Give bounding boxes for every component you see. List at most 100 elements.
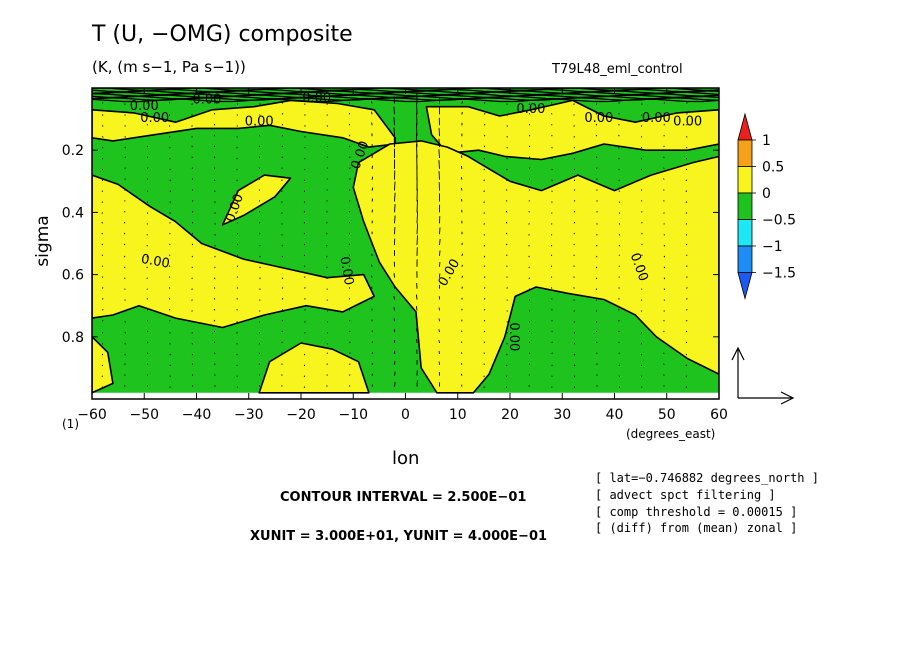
wind-vector xyxy=(213,298,216,300)
wind-vector xyxy=(146,178,149,180)
wind-vector xyxy=(236,331,238,334)
wind-vector xyxy=(303,201,306,203)
plot-area xyxy=(92,88,719,394)
upper-contour-line xyxy=(92,97,719,101)
wind-vector xyxy=(663,102,666,104)
wind-vector xyxy=(663,363,665,365)
wind-vector xyxy=(416,294,418,300)
note-latitude: [ lat=−0.746882 degrees_north ] xyxy=(595,471,819,485)
wind-vector xyxy=(483,123,486,126)
wind-vector xyxy=(281,190,283,193)
wind-vector xyxy=(528,167,531,170)
wind-vector xyxy=(259,288,261,290)
wind-vector xyxy=(169,375,171,378)
wind-vector xyxy=(663,341,665,344)
wind-vector xyxy=(146,277,148,280)
wind-vector xyxy=(573,287,575,289)
wind-vector xyxy=(191,385,194,387)
wind-vector xyxy=(663,266,666,269)
wind-vector xyxy=(303,375,306,378)
wind-vector xyxy=(573,265,575,268)
wind-vector xyxy=(258,342,261,345)
wind-vector xyxy=(146,330,149,333)
wind-vector xyxy=(663,352,665,355)
contour-label: 0.00 xyxy=(130,99,159,114)
wind-vector xyxy=(416,112,418,126)
wind-vector xyxy=(371,373,374,376)
wind-vector xyxy=(528,134,531,137)
wind-vector xyxy=(349,341,351,344)
wind-vector xyxy=(596,200,598,202)
wind-vector xyxy=(505,386,508,389)
contour-region-positive xyxy=(258,342,370,394)
wind-vector xyxy=(326,342,329,345)
wind-vector xyxy=(102,308,104,311)
wind-vector xyxy=(483,201,485,204)
wind-vector xyxy=(213,123,216,126)
wind-vector xyxy=(550,276,553,278)
contour-label: 0.00 xyxy=(302,91,331,106)
wind-vector xyxy=(573,276,575,278)
wind-vector xyxy=(506,136,508,138)
wind-vector xyxy=(326,310,329,312)
wind-vector xyxy=(686,265,688,267)
wind-vector xyxy=(483,287,486,289)
wind-vector xyxy=(281,112,284,115)
wind-vector xyxy=(640,331,643,334)
wind-vector xyxy=(304,136,306,138)
wind-vector xyxy=(618,134,620,137)
wind-vector xyxy=(146,190,149,193)
contour-label: 0.00 xyxy=(336,255,356,286)
wind-vector xyxy=(528,233,530,236)
wind-vector xyxy=(394,181,396,191)
wind-vector xyxy=(258,167,261,170)
contour-label: 0.00 xyxy=(140,252,171,272)
x-tick-label: 40 xyxy=(606,407,624,423)
wind-vector xyxy=(528,145,531,148)
wind-vector xyxy=(303,232,306,235)
wind-vector xyxy=(618,123,620,126)
wind-vector xyxy=(326,156,329,159)
wind-vector xyxy=(371,198,374,202)
wind-vector xyxy=(168,287,171,289)
wind-vector xyxy=(124,156,126,159)
wind-vector xyxy=(393,96,395,104)
wind-vector xyxy=(304,146,306,149)
wind-vector xyxy=(101,201,103,203)
wind-vector xyxy=(618,212,621,214)
wind-vector xyxy=(371,352,374,355)
wind-vector xyxy=(595,134,598,137)
wind-vector xyxy=(371,286,373,289)
wind-vector xyxy=(191,114,193,116)
wind-vector xyxy=(506,299,508,301)
wind-vector xyxy=(618,319,620,322)
wind-vector xyxy=(303,221,306,224)
wind-vector xyxy=(281,385,283,387)
colorbar-upper-triangle xyxy=(737,112,753,141)
wind-vector xyxy=(258,352,261,355)
wind-vector xyxy=(573,200,576,202)
wind-vector xyxy=(416,199,418,213)
x-tick-label: −10 xyxy=(338,407,368,423)
wind-vector xyxy=(393,284,395,289)
wind-vector xyxy=(438,329,440,333)
wind-vector xyxy=(102,146,104,149)
wind-vector xyxy=(460,341,463,344)
wind-vector xyxy=(460,187,463,191)
wind-vector xyxy=(551,179,553,182)
note-difference: [ (diff) from (mean) zonal ] xyxy=(595,521,798,535)
wind-vector xyxy=(439,238,441,246)
wind-vector xyxy=(124,136,126,138)
wind-vector xyxy=(304,321,306,323)
wind-vector xyxy=(146,156,149,159)
y-tick-label: 0.4 xyxy=(62,205,84,221)
wind-vector xyxy=(124,321,126,323)
wind-vector xyxy=(505,210,508,213)
contour-region-positive xyxy=(425,99,719,161)
wind-vector xyxy=(326,331,329,334)
wind-vector xyxy=(595,288,598,290)
wind-vector xyxy=(685,212,688,214)
wind-vector xyxy=(686,276,688,278)
wind-vector xyxy=(281,287,284,289)
